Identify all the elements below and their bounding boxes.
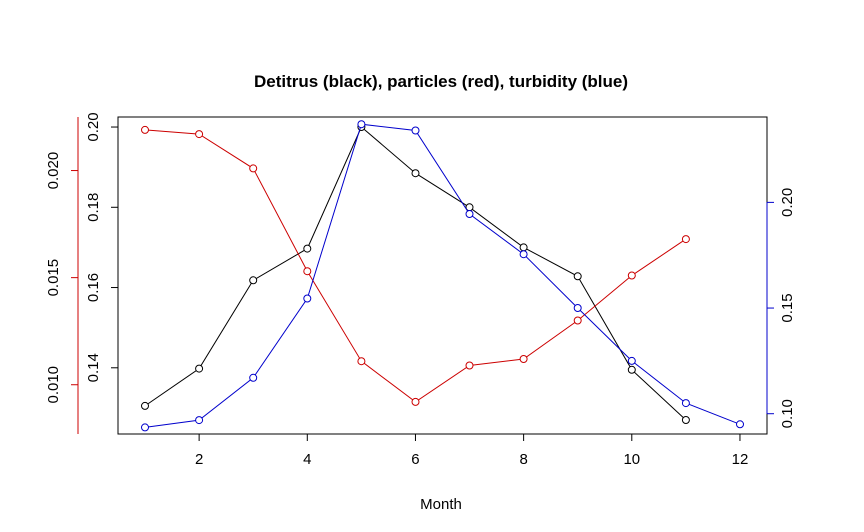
- series-2-point: [249, 373, 258, 382]
- x-tick-label: 4: [303, 451, 311, 468]
- series-0-point: [141, 401, 149, 410]
- x-tick-label: 10: [623, 451, 640, 468]
- series-2-point: [141, 423, 149, 432]
- left-inner-axis-tick-label: 0.16: [85, 273, 102, 302]
- plot-area: 2 4 6 8 10 12 0.14 0.16 0.18 0.20 0.010 0.015 0.020 0…: [45, 112, 796, 468]
- series-1-point: [627, 271, 636, 280]
- series-2-point: [465, 210, 474, 218]
- series-1-point: [303, 267, 312, 276]
- series-2-point: [357, 120, 366, 129]
- x-tick-label: 6: [411, 451, 419, 468]
- x-tick-label: 8: [519, 451, 527, 468]
- series-1-point: [465, 361, 474, 370]
- x-axis-label: Month: [420, 496, 462, 513]
- series-2-point: [519, 250, 528, 259]
- right-axis-tick-label: 0.15: [779, 293, 796, 322]
- plot-frame: [117, 116, 768, 435]
- series-2-line: [144, 123, 741, 428]
- series-1-point: [681, 235, 690, 244]
- series-2-point: [195, 416, 204, 425]
- series-2-point: [736, 420, 744, 429]
- series-2-point: [411, 126, 420, 135]
- series-1-point: [249, 164, 258, 173]
- series-0-point: [627, 365, 636, 374]
- x-tick-label: 12: [732, 451, 749, 468]
- series-1-point: [195, 130, 204, 139]
- series-2-point: [303, 294, 312, 303]
- right-axis-tick-label: 0.20: [779, 188, 796, 217]
- series-2-point: [627, 356, 636, 365]
- series-1-point: [141, 125, 149, 134]
- x-tick-label: 2: [195, 451, 203, 468]
- left-outer-axis-tick-label: 0.010: [45, 366, 62, 404]
- series-2-point: [681, 399, 690, 408]
- left-outer-axis-tick-label: 0.020: [45, 152, 62, 190]
- left-outer-axis-tick-label: 0.015: [45, 259, 62, 297]
- series-1-point: [519, 355, 528, 363]
- series-1-point: [573, 316, 582, 325]
- series-1-point: [411, 397, 420, 406]
- series-0-point: [519, 243, 528, 252]
- left-inner-axis-tick-label: 0.20: [85, 112, 102, 141]
- left-inner-axis-tick-label: 0.14: [85, 353, 102, 382]
- series-0-point: [681, 416, 690, 424]
- chart-title: Detitrus (black), particles (red), turbi…: [254, 72, 628, 91]
- series-0-point: [249, 276, 258, 285]
- series-2-point: [573, 304, 582, 312]
- series-0-point: [573, 272, 582, 281]
- series-1-point: [357, 357, 366, 366]
- series-0-point: [195, 364, 204, 373]
- right-axis-tick-label: 0.10: [779, 399, 796, 428]
- series-0-point: [303, 244, 312, 253]
- left-inner-axis-tick-label: 0.18: [85, 193, 102, 222]
- series-0-point: [411, 169, 420, 178]
